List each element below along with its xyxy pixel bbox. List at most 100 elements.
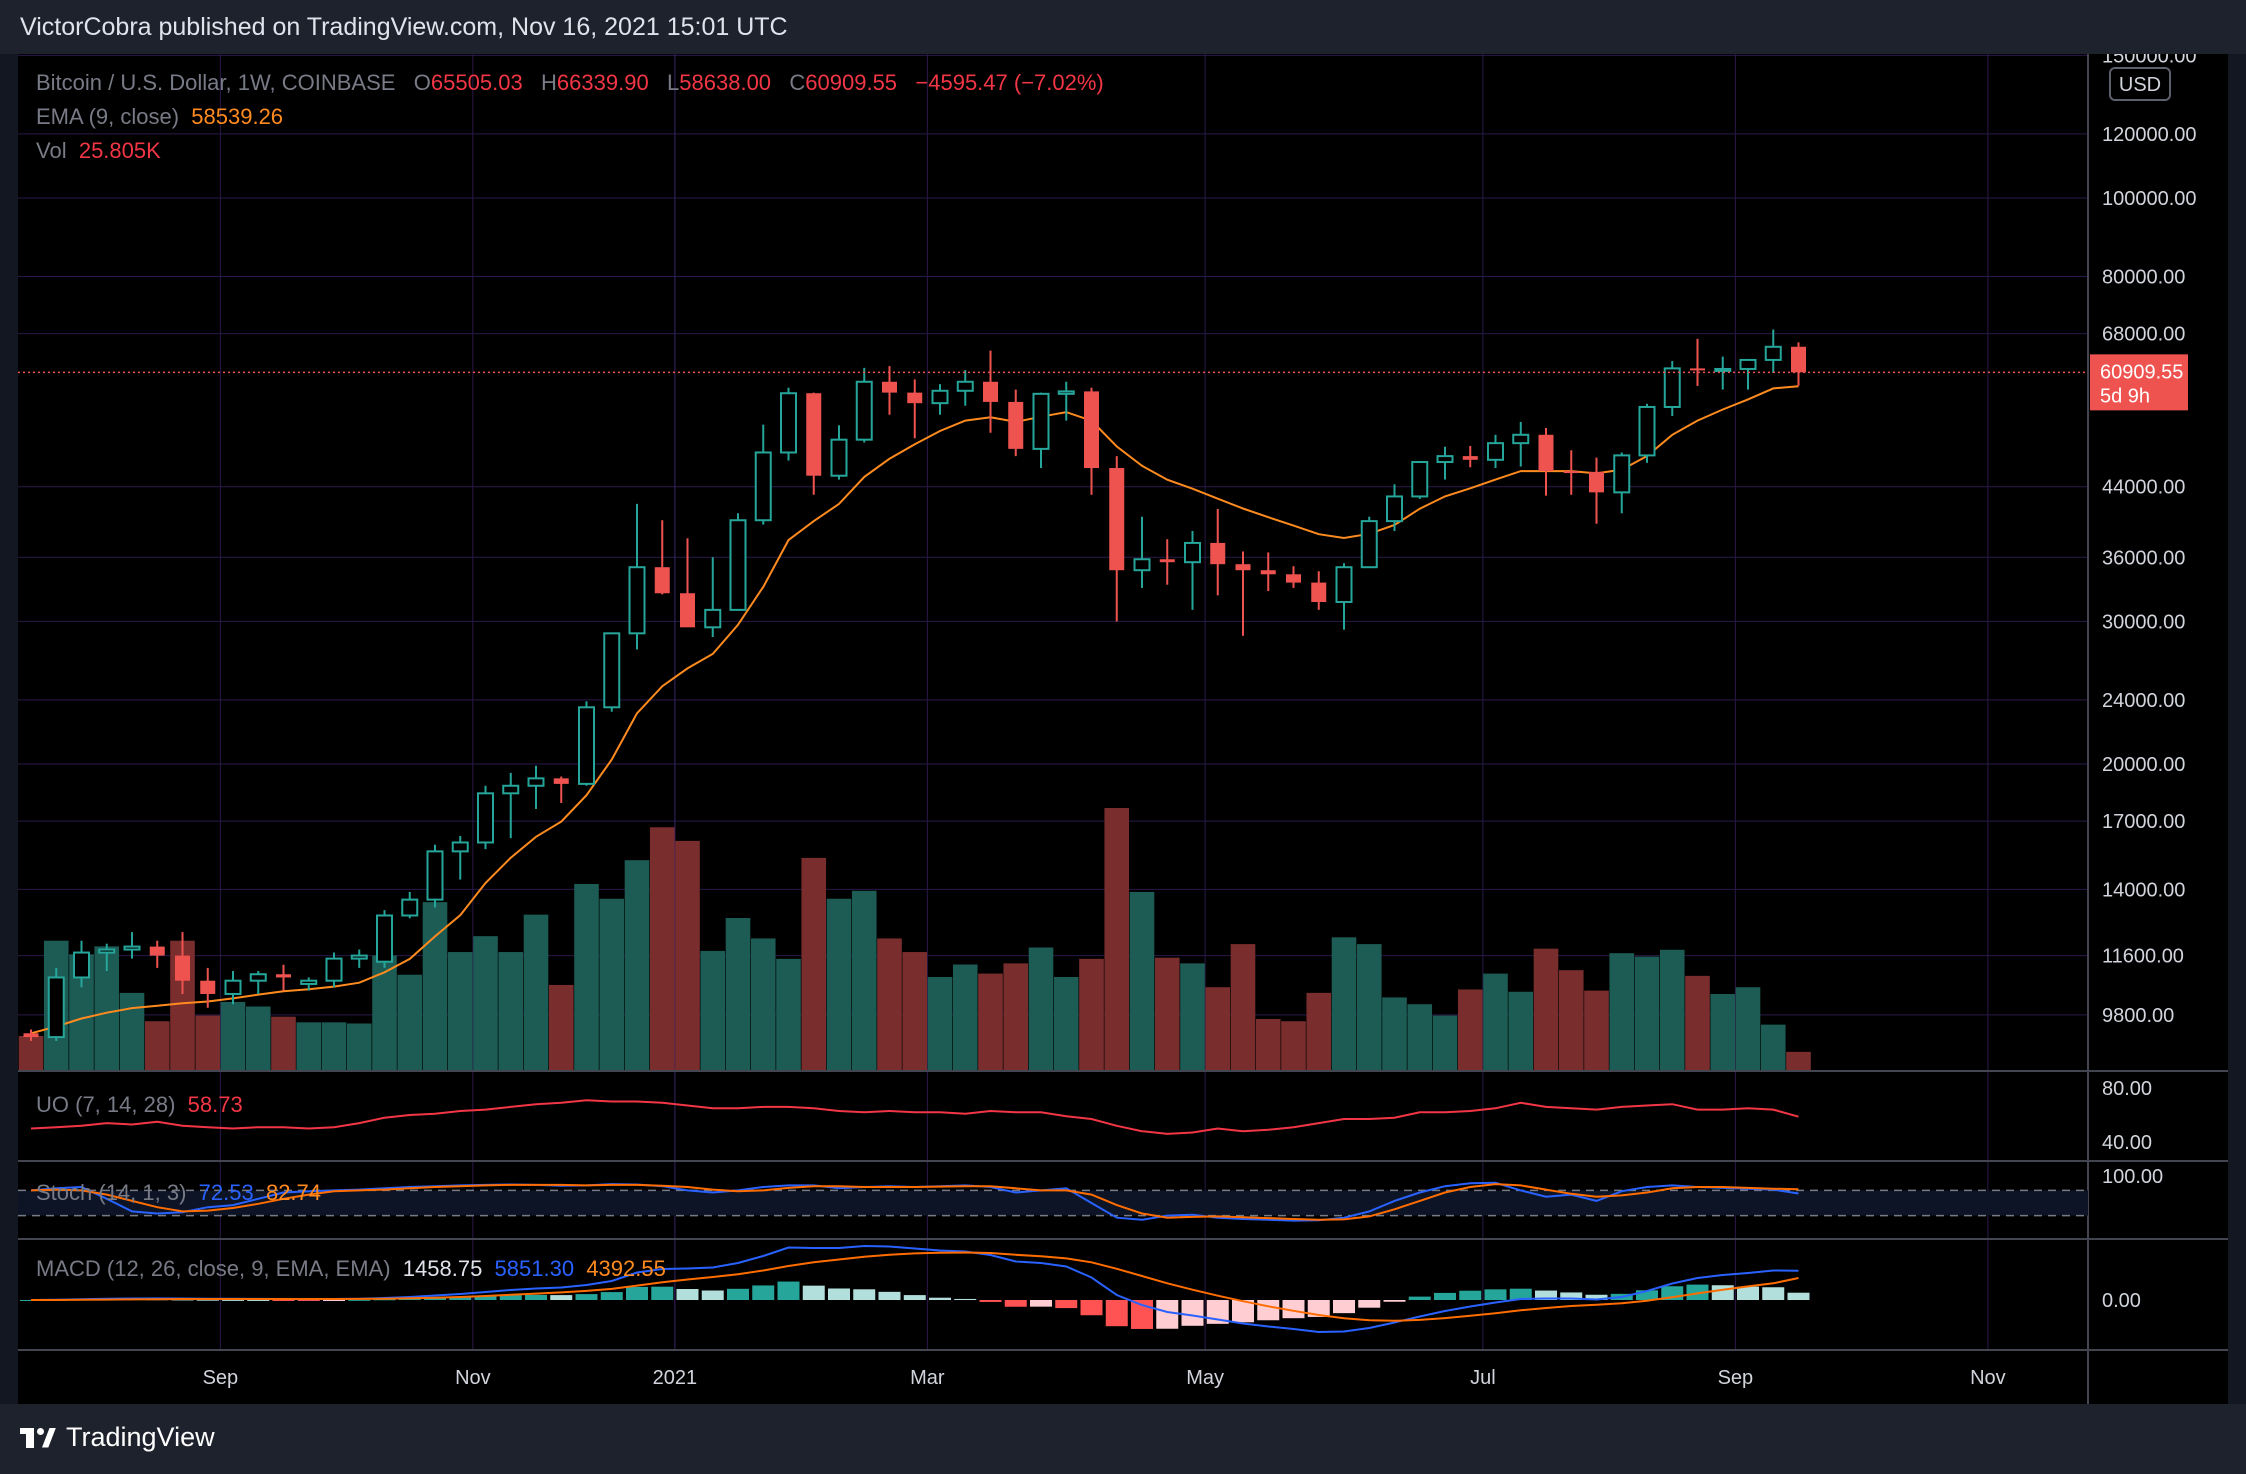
volume-bar: [1558, 970, 1584, 1070]
volume-bar: [346, 1023, 372, 1070]
candle-body: [350, 954, 368, 960]
macd-line-value: 5851.30: [494, 1256, 575, 1281]
volume-bar: [750, 938, 776, 1070]
macd-hist-bar: [1307, 1300, 1330, 1317]
macd-hist-bar: [1282, 1300, 1305, 1319]
high-label: H: [541, 70, 557, 95]
last-price-label: 60909.55: [2100, 361, 2183, 383]
candle-body: [1159, 559, 1175, 563]
volume-bar: [321, 1022, 347, 1070]
volume-bar: [1407, 1004, 1433, 1070]
macd-hist-bar: [1055, 1300, 1078, 1309]
candle-body: [1360, 520, 1378, 569]
macd-hist-bar: [1459, 1290, 1482, 1300]
volume-bar: [498, 952, 524, 1070]
macd-hist-bar: [348, 1299, 371, 1301]
volume-bar: [1533, 948, 1559, 1070]
volume-bar: [1432, 1015, 1458, 1070]
macd-hist-bar: [1232, 1300, 1254, 1323]
volume-bar: [1382, 997, 1407, 1070]
volume-bar: [1079, 958, 1104, 1070]
volume-bar: [675, 840, 700, 1070]
macd-hist-bar: [323, 1300, 345, 1301]
volume-bar: [523, 914, 549, 1070]
stoch-axis: 100.00: [2102, 1166, 2163, 1188]
stoch-tick-label: 100.00: [2102, 1166, 2163, 1188]
candle-body: [1084, 391, 1099, 469]
macd-hist-bar: [550, 1295, 573, 1300]
grid-lines: [18, 54, 2088, 1350]
candle-body: [830, 438, 848, 477]
low-value: 58638.00: [679, 70, 772, 95]
candle-body: [249, 973, 267, 982]
macd-hist-bar: [525, 1294, 547, 1300]
volume-bar: [1483, 973, 1508, 1070]
macd-hist-bar: [1156, 1300, 1179, 1329]
price-tick-label: 68000.00: [2102, 324, 2185, 346]
macd-hist-bar: [1711, 1285, 1734, 1300]
price-tick-label: 80000.00: [2102, 266, 2185, 288]
candle-body: [628, 566, 646, 635]
macd-signal-line: [31, 1251, 1799, 1322]
volume-bar: [1634, 956, 1660, 1070]
candle-body: [578, 706, 595, 785]
chart-canvas[interactable]: 150000.00 120000.00 100000.00 80000.00 68000…: [18, 54, 2228, 1404]
candle-body: [1335, 566, 1353, 604]
candle-body: [1260, 570, 1276, 575]
candle-body: [300, 979, 318, 985]
volume-bar: [372, 955, 397, 1070]
volume-bar: [1735, 987, 1761, 1070]
macd-hist-bar: [1333, 1300, 1355, 1314]
macd-hist-bar: [651, 1286, 674, 1300]
candle-body: [1690, 368, 1705, 371]
macd-hist-bar: [929, 1297, 951, 1300]
price-tick-label: 11600.00: [2102, 946, 2184, 968]
close-label: C: [789, 70, 806, 95]
volume-bar: [978, 973, 1003, 1070]
chart-frame[interactable]: 150000.00 120000.00 100000.00 80000.00 68000…: [18, 54, 2228, 1404]
candle-body: [553, 778, 569, 784]
price-axis: 150000.00 120000.00 100000.00 80000.00 68000…: [2102, 54, 2197, 1027]
volume-bar: [1129, 891, 1155, 1070]
candle-body: [1487, 442, 1504, 461]
price-tick-label: 17000.00: [2102, 811, 2185, 833]
candle-body: [502, 784, 520, 795]
uo-value: 58.73: [187, 1092, 243, 1117]
volume-bar: [1053, 976, 1079, 1070]
close-value: 60909.55: [805, 70, 898, 95]
candle-body: [47, 976, 65, 1039]
candle-body: [73, 951, 90, 979]
macd-hist-bar: [575, 1294, 598, 1300]
price-tick-label: 44000.00: [2102, 477, 2185, 499]
candlestick-series: [23, 329, 1806, 1041]
macd-hist-bar: [954, 1298, 977, 1300]
volume-bar: [574, 883, 599, 1070]
macd-hist-bar: [1181, 1300, 1204, 1326]
footer-bar: TradingView: [0, 1404, 2246, 1474]
tradingview-logo-icon: [20, 1426, 56, 1450]
time-tick-label: Sep: [1718, 1367, 1754, 1389]
macd-hist-bar: [1434, 1292, 1456, 1300]
candle-body: [1462, 456, 1478, 460]
high-value: 66339.90: [556, 70, 649, 95]
macd-hist-bar: [1737, 1286, 1759, 1300]
candle-body: [1184, 541, 1201, 564]
macd-legend: MACD (12, 26, close, 9, EMA, EMA) 1458.7…: [36, 1256, 666, 1282]
candle-body: [123, 945, 141, 951]
stoch-band: [18, 1190, 2088, 1216]
volume-bar: [649, 827, 675, 1070]
macd-hist-bar: [499, 1295, 522, 1300]
macd-signal-value: 4392.55: [586, 1256, 666, 1281]
candle-body: [1638, 405, 1656, 457]
stoch-d-line: [30, 1183, 1799, 1221]
tradingview-logo[interactable]: TradingView: [20, 1422, 215, 1453]
macd-hist-bar: [1787, 1292, 1810, 1300]
publish-info: VictorCobra published on TradingView.com…: [20, 13, 788, 41]
volume-bar: [447, 952, 473, 1070]
macd-hist-bar: [828, 1288, 850, 1300]
uo-axis: 80.00 40.00: [2102, 1078, 2152, 1154]
candle-body: [1032, 392, 1050, 450]
macd-hist-bar: [1585, 1294, 1608, 1300]
price-tick-label: 9800.00: [2102, 1005, 2174, 1027]
vol-legend: Vol 25.805K: [36, 138, 161, 164]
